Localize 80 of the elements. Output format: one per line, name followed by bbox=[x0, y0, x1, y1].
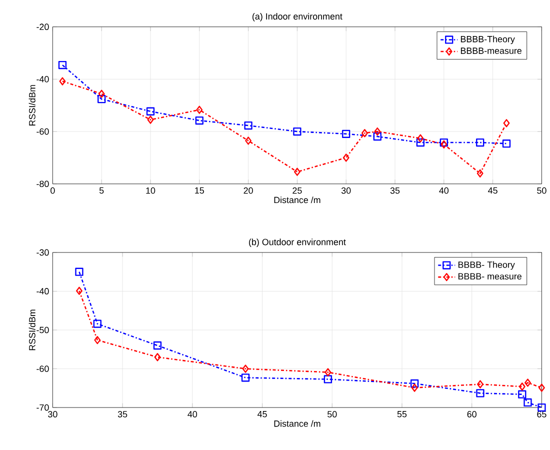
y-tick-label: -30 bbox=[36, 249, 49, 256]
x-tick-label: 0 bbox=[50, 187, 55, 194]
legend-label: BBBB- measure bbox=[458, 273, 522, 280]
point bbox=[502, 139, 511, 148]
x-tick-label: 45 bbox=[257, 410, 267, 418]
x-tick-label: 20 bbox=[244, 187, 253, 194]
x-tick-label: 25 bbox=[292, 187, 302, 194]
x-tick-label: 30 bbox=[48, 410, 58, 418]
point bbox=[59, 77, 66, 86]
y-axis-title: RSSI/dBm bbox=[28, 310, 36, 350]
point bbox=[153, 341, 162, 350]
point bbox=[241, 373, 250, 382]
x-tick-label: 10 bbox=[146, 187, 156, 194]
y-tick-label: -70 bbox=[36, 404, 49, 411]
point bbox=[98, 94, 106, 104]
legend-label: BBBB- Theory bbox=[458, 261, 515, 270]
point bbox=[342, 130, 350, 138]
point bbox=[538, 403, 546, 412]
point bbox=[374, 127, 381, 136]
point bbox=[476, 138, 484, 146]
point bbox=[324, 375, 332, 384]
point bbox=[294, 168, 300, 176]
point bbox=[410, 379, 419, 388]
point bbox=[324, 368, 332, 376]
point bbox=[146, 107, 155, 116]
y-tick-label: -20 bbox=[36, 24, 49, 30]
point bbox=[373, 132, 382, 140]
point bbox=[75, 268, 84, 276]
point bbox=[477, 380, 484, 388]
point bbox=[98, 90, 105, 98]
x-tick-label: 40 bbox=[439, 187, 449, 194]
point bbox=[245, 136, 252, 145]
point bbox=[93, 320, 102, 328]
y-tick-label: -40 bbox=[36, 288, 49, 294]
point bbox=[147, 116, 154, 124]
y-axis-title: RSSI/dBm bbox=[28, 84, 36, 126]
point bbox=[476, 388, 484, 398]
point bbox=[154, 352, 161, 362]
point bbox=[94, 336, 101, 344]
y-tick-label: -60 bbox=[36, 128, 49, 135]
legend-label: BBBB-measure bbox=[460, 48, 522, 54]
x-tick-label: 45 bbox=[488, 187, 498, 194]
point bbox=[361, 128, 368, 138]
point bbox=[242, 364, 249, 373]
legend-label: BBBB-Theory bbox=[460, 36, 515, 44]
point bbox=[195, 116, 204, 124]
point bbox=[524, 398, 532, 406]
x-tick-label: 60 bbox=[467, 410, 476, 418]
y-tick-label: -50 bbox=[36, 326, 49, 334]
chart-title: (a) Indoor environment bbox=[252, 12, 342, 22]
x-tick-label: 35 bbox=[118, 410, 128, 418]
x-tick-label: 5 bbox=[99, 187, 104, 194]
x-axis-title: Distance /m bbox=[274, 196, 320, 204]
point bbox=[76, 286, 82, 295]
point bbox=[244, 121, 252, 130]
point bbox=[196, 106, 203, 114]
y-tick-label: -80 bbox=[36, 180, 49, 187]
point bbox=[538, 384, 545, 392]
x-tick-label: 50 bbox=[328, 410, 337, 418]
point bbox=[417, 134, 424, 142]
x-tick-label: 55 bbox=[397, 410, 407, 418]
x-tick-label: 30 bbox=[341, 187, 351, 194]
x-tick-label: 50 bbox=[537, 187, 546, 194]
x-tick-label: 15 bbox=[195, 187, 204, 194]
point bbox=[524, 378, 531, 387]
point bbox=[411, 384, 418, 392]
point bbox=[342, 154, 350, 162]
point bbox=[293, 127, 302, 136]
x-tick-label: 35 bbox=[390, 187, 400, 194]
y-tick-label: -60 bbox=[36, 365, 49, 372]
point bbox=[416, 138, 425, 146]
chart-title: (b) Outdoor environment bbox=[249, 238, 346, 247]
x-axis-title: Distance /m bbox=[274, 420, 320, 427]
point bbox=[518, 390, 526, 398]
point bbox=[503, 118, 510, 128]
x-tick-label: 40 bbox=[188, 410, 198, 418]
point bbox=[476, 169, 484, 178]
point bbox=[518, 382, 526, 391]
y-tick-label: -40 bbox=[36, 76, 49, 82]
point bbox=[58, 60, 67, 70]
